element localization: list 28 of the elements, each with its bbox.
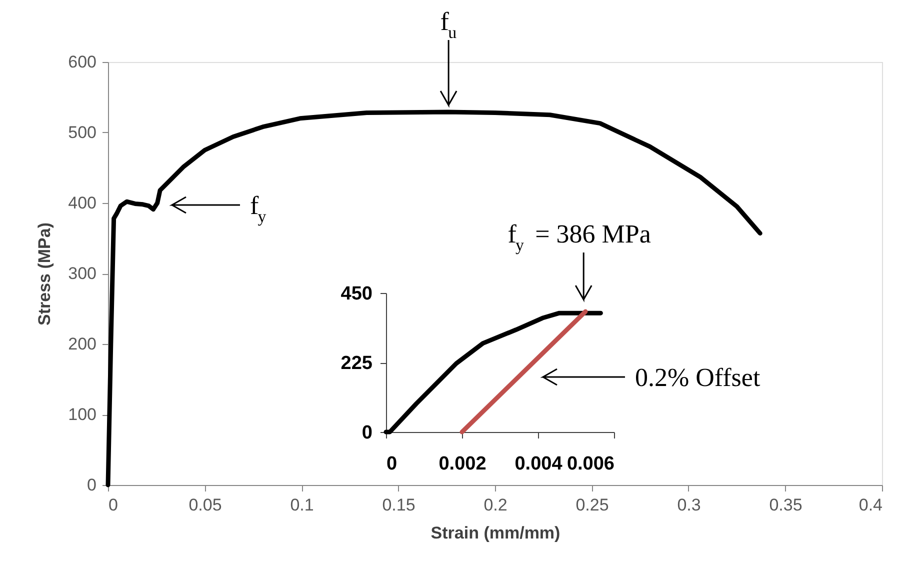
y-tick-label: 400: [68, 194, 96, 212]
y-tick-label: 225: [340, 353, 373, 374]
y-tick-label: 600: [68, 52, 96, 72]
x-tick-label: 0.35: [769, 496, 802, 514]
x-axis-title: Strain (mm/mm): [430, 524, 560, 542]
line-series: [106, 110, 762, 488]
x-tick-label: 0: [386, 454, 398, 474]
line-series: [384, 310, 603, 434]
y-tick-label: 0: [87, 476, 96, 494]
x-tick-label: 0.25: [576, 496, 609, 514]
x-tick-label: 0.2: [484, 496, 508, 514]
x-tick-label: 0.004: [514, 454, 563, 474]
x-tick-label: 0.002: [438, 454, 486, 474]
y-tick-label: 0: [362, 422, 372, 444]
y-tick-label: 300: [68, 264, 96, 283]
y-axis-title: Stress (MPa): [35, 222, 54, 326]
x-tick-label: 0.3: [677, 496, 701, 514]
x-tick-label: 0: [108, 496, 118, 514]
x-tick-label: 0.006: [566, 454, 614, 474]
x-tick-label: 0.4: [858, 496, 882, 514]
y-tick-label: 500: [68, 123, 96, 142]
x-tick-label: 0.15: [382, 496, 416, 514]
y-tick-label: 100: [68, 405, 96, 424]
annotation: 0.2% Offset: [635, 363, 761, 392]
x-tick-label: 0.05: [188, 496, 222, 514]
x-tick-label: 0.1: [290, 496, 314, 514]
y-tick-label: 450: [340, 284, 372, 304]
y-tick-label: 200: [68, 334, 96, 354]
